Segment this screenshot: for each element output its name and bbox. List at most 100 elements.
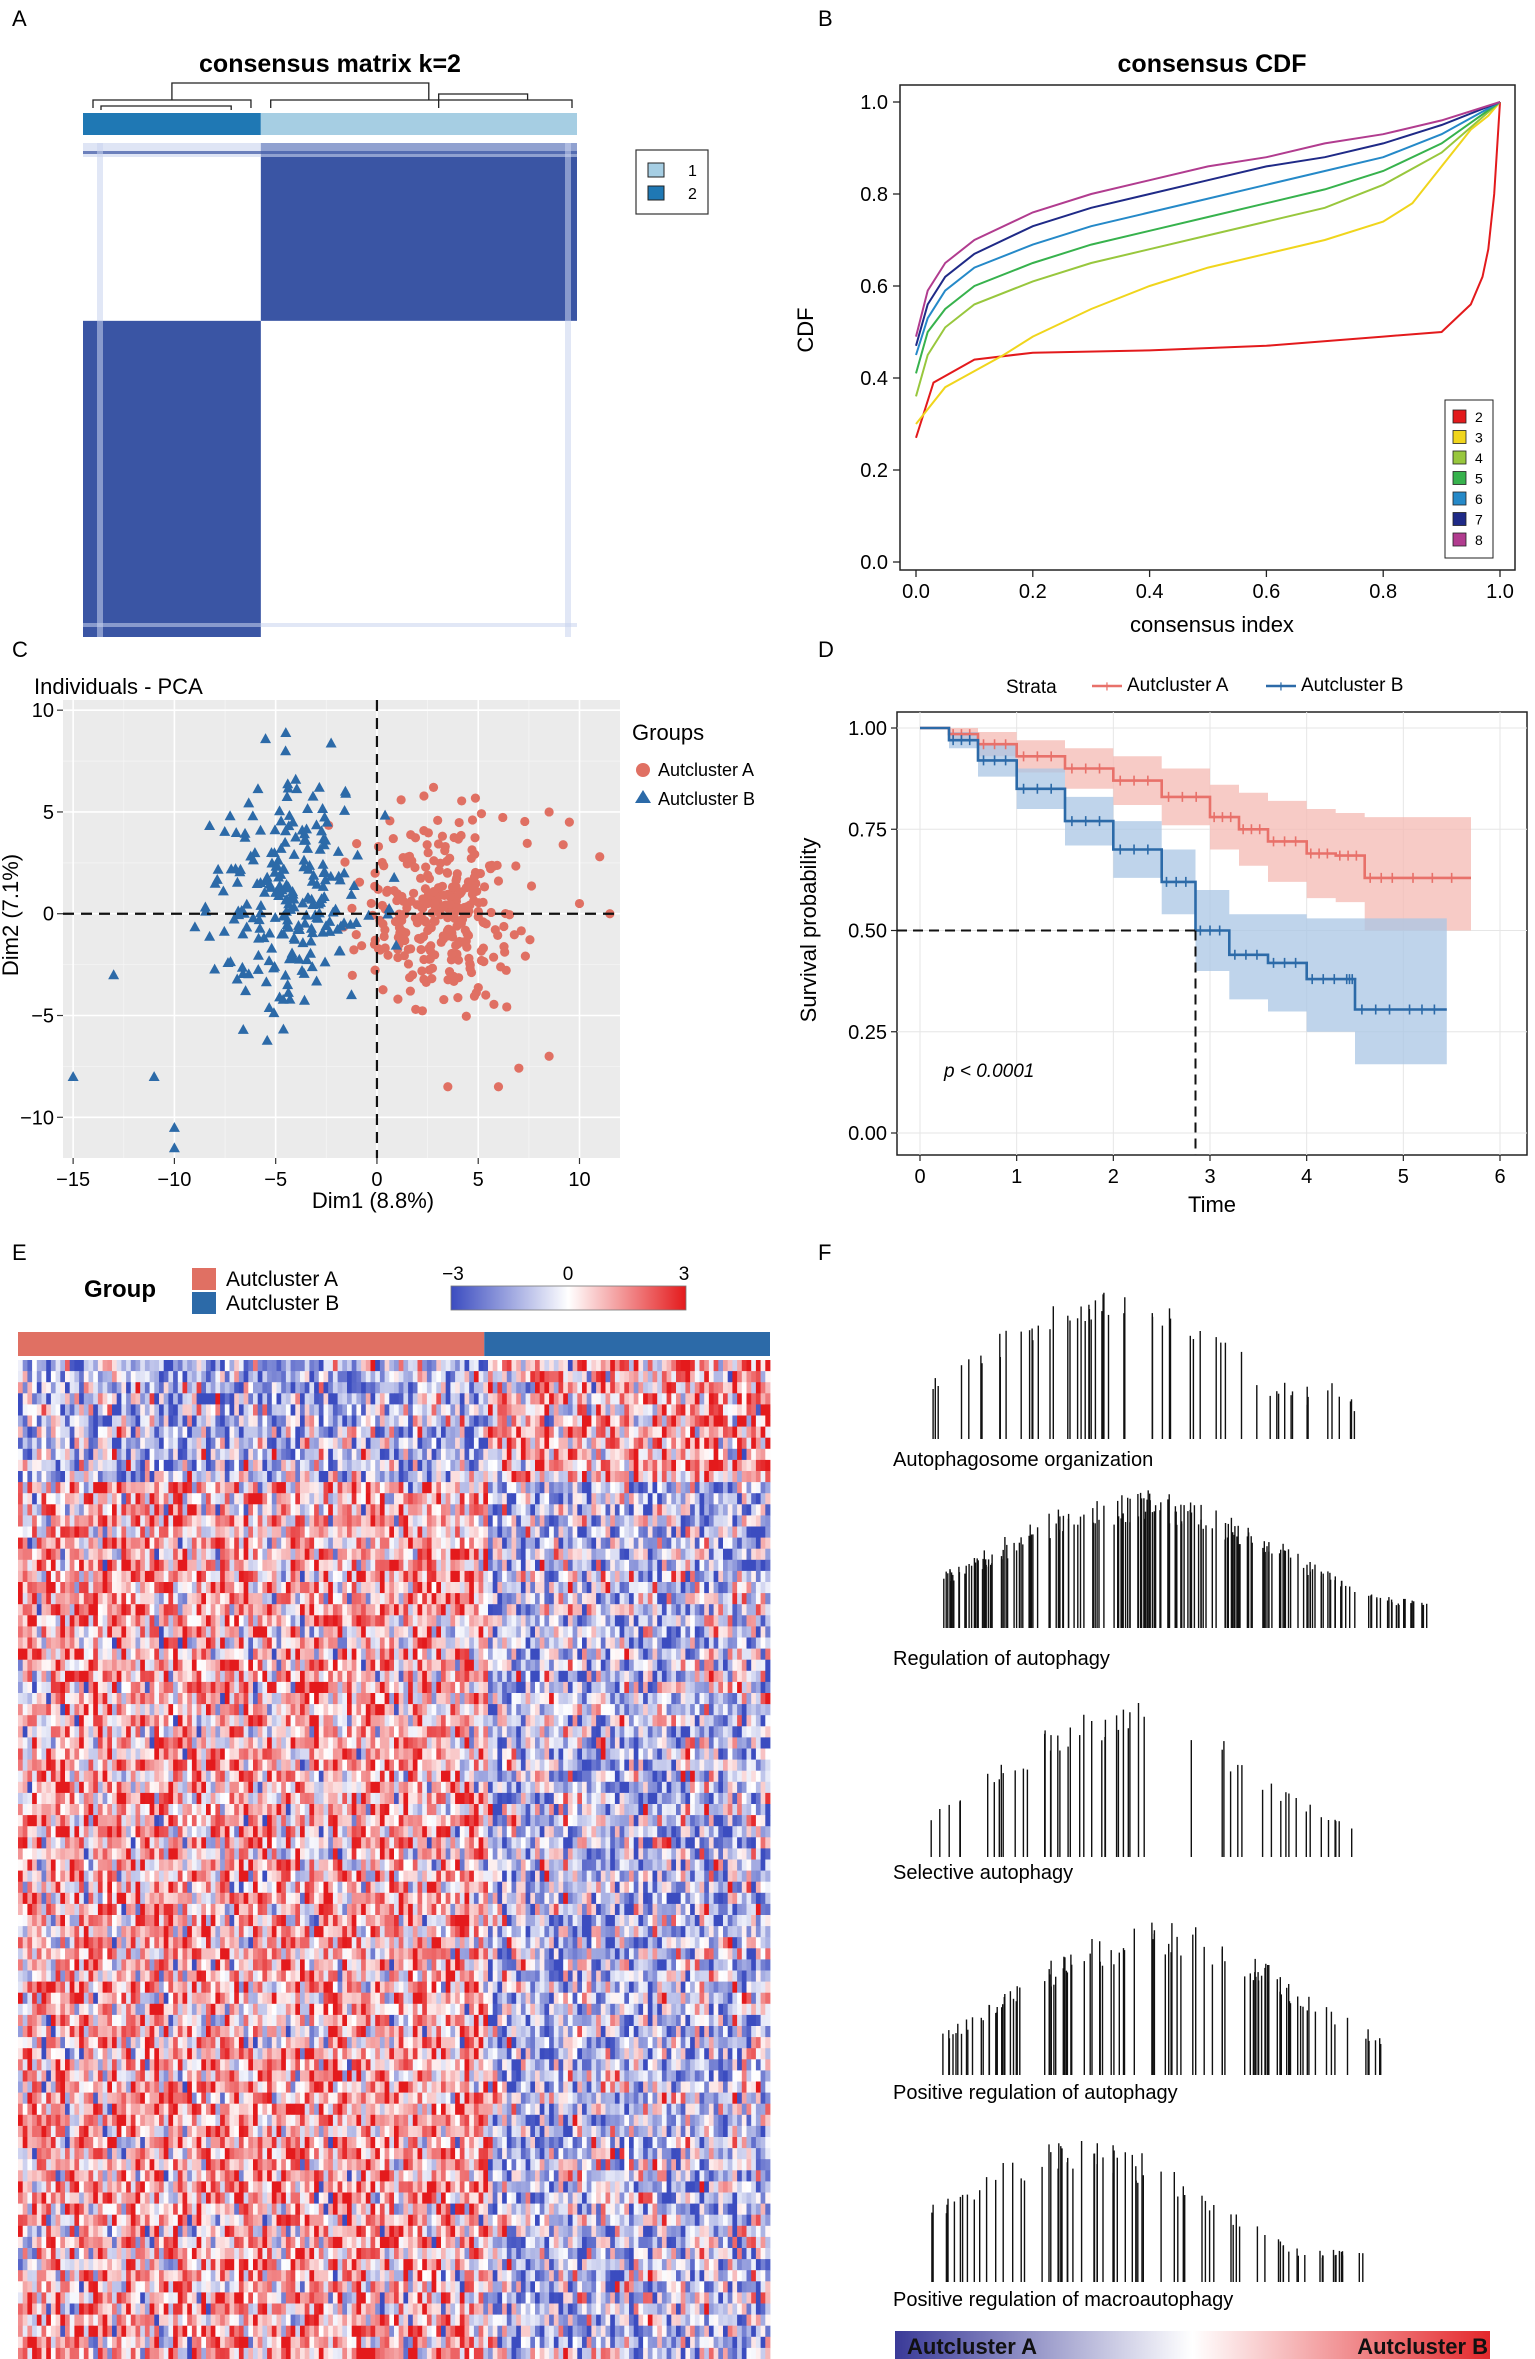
heatmap-cell bbox=[680, 1382, 686, 1394]
heatmap-cell bbox=[337, 1426, 343, 1439]
heatmap-cell bbox=[215, 1448, 221, 1461]
heatmap-cell bbox=[173, 1360, 179, 1372]
pca-point-autcluster-a bbox=[423, 925, 433, 936]
heatmap-cell bbox=[215, 1459, 221, 1472]
pca-point-autcluster-b bbox=[253, 914, 265, 925]
heatmap-cell bbox=[328, 1459, 334, 1472]
heatmap-cell bbox=[332, 1393, 338, 1405]
survival-panel: Strata + Autcluster A + Autcluster B Sur… bbox=[796, 675, 1528, 1217]
heatmap-cell bbox=[304, 1404, 310, 1416]
heatmap-cell bbox=[704, 1526, 710, 1538]
heatmap-cell bbox=[27, 1448, 33, 1461]
heatmap-cell bbox=[431, 1515, 437, 1527]
heatmap-cell bbox=[558, 1526, 564, 1538]
heatmap-cell bbox=[633, 1504, 639, 1516]
pca-point-autcluster-a bbox=[370, 868, 380, 878]
heatmap-cell bbox=[586, 1371, 592, 1383]
heatmap-cell bbox=[112, 1570, 118, 1583]
heatmap-cell bbox=[224, 1482, 230, 1494]
heatmap-cell bbox=[276, 1582, 282, 1594]
heatmap-cell bbox=[422, 1371, 428, 1383]
heatmap-cell bbox=[473, 1637, 479, 1649]
heatmap-cell bbox=[591, 1570, 597, 1583]
heatmap-cell bbox=[718, 1548, 724, 1561]
heatmap-cell bbox=[647, 1382, 653, 1394]
heatmap-cell bbox=[431, 1526, 437, 1538]
heatmap-cell bbox=[506, 1459, 512, 1472]
heatmap-cell bbox=[83, 1626, 89, 1638]
heatmap-cell bbox=[398, 1437, 404, 1450]
heatmap-cell bbox=[704, 1604, 710, 1616]
heatmap-cell bbox=[732, 1493, 738, 1505]
heatmap-cell bbox=[27, 1515, 33, 1527]
heatmap-cell bbox=[144, 1604, 150, 1616]
heatmap-cell bbox=[276, 1559, 282, 1572]
heatmap-cell bbox=[46, 1593, 52, 1605]
heatmap-cell bbox=[206, 1626, 212, 1638]
heatmap-cell bbox=[79, 1493, 85, 1505]
heatmap-cell bbox=[572, 1593, 578, 1605]
heatmap-cell bbox=[370, 1371, 376, 1383]
heatmap-cell bbox=[755, 1493, 761, 1505]
heatmap-cell bbox=[708, 1437, 714, 1450]
heatmap-cell bbox=[130, 1459, 136, 1472]
heatmap-cell bbox=[539, 1626, 545, 1638]
heatmap-cell bbox=[459, 1570, 465, 1583]
pca-point-autcluster-b bbox=[314, 843, 326, 854]
cdf-line-k2 bbox=[915, 101, 1501, 439]
heatmap-cell bbox=[318, 1548, 324, 1561]
heatmap-cell bbox=[464, 1593, 470, 1605]
pca-point-autcluster-a bbox=[403, 852, 413, 862]
heatmap-cell bbox=[88, 1437, 94, 1450]
pca-point-autcluster-b bbox=[311, 975, 323, 986]
heatmap-cell bbox=[220, 1448, 226, 1461]
heatmap-cell bbox=[267, 1593, 273, 1605]
heatmap-cell bbox=[187, 1448, 193, 1461]
heatmap-cell bbox=[126, 1582, 132, 1594]
censor-mark-b bbox=[1405, 1004, 1414, 1015]
heatmap-cell bbox=[182, 1582, 188, 1594]
heatmap-cell bbox=[285, 1570, 291, 1583]
heatmap-cell bbox=[74, 1437, 80, 1450]
heatmap-cell bbox=[144, 1593, 150, 1605]
heatmap-cell bbox=[718, 1582, 724, 1594]
heatmap-cell bbox=[661, 1448, 667, 1461]
heatmap-cell bbox=[572, 1493, 578, 1505]
pca-point-autcluster-b bbox=[237, 1023, 249, 1034]
heatmap-cell bbox=[328, 1604, 334, 1616]
heatmap-cell bbox=[445, 1570, 451, 1583]
heatmap-cell bbox=[83, 1426, 89, 1439]
heatmap-cell bbox=[525, 1426, 531, 1439]
heatmap-cell bbox=[572, 1426, 578, 1439]
heatmap-cell bbox=[304, 1582, 310, 1594]
heatmap-cell bbox=[215, 1593, 221, 1605]
heatmap-cell bbox=[638, 1615, 644, 1627]
heatmap-cell bbox=[488, 1360, 494, 1372]
heatmap-cell bbox=[633, 1548, 639, 1561]
cdf-y-tick-label: 0.0 bbox=[860, 552, 888, 574]
censor-mark-b bbox=[1430, 1004, 1439, 1015]
heatmap-cell bbox=[257, 1404, 263, 1416]
group-legend-swatch-b bbox=[192, 1292, 216, 1314]
heatmap-cell bbox=[41, 1404, 47, 1416]
heatmap-cell bbox=[591, 1382, 597, 1394]
censor-mark-a bbox=[1388, 872, 1397, 883]
heatmap-cell bbox=[18, 1493, 24, 1505]
heatmap-cell bbox=[624, 1537, 630, 1550]
heatmap-cell bbox=[398, 1459, 404, 1472]
heatmap-cell bbox=[332, 1593, 338, 1605]
heatmap-cell bbox=[492, 1526, 498, 1538]
heatmap-cell bbox=[520, 1493, 526, 1505]
heatmap-cell bbox=[130, 1382, 136, 1394]
heatmap-cell bbox=[412, 1360, 418, 1372]
heatmap-cell bbox=[46, 1437, 52, 1450]
heatmap-cell bbox=[577, 1360, 583, 1372]
heatmap-cell bbox=[614, 1459, 620, 1472]
legend-frame bbox=[635, 149, 709, 215]
heatmap-cell bbox=[18, 1537, 24, 1550]
heatmap-cell bbox=[422, 1548, 428, 1561]
heatmap-cell bbox=[36, 1482, 42, 1494]
heatmap-cell bbox=[596, 1604, 602, 1616]
pca-point-autcluster-b bbox=[285, 891, 297, 902]
heatmap-cell bbox=[525, 1393, 531, 1405]
